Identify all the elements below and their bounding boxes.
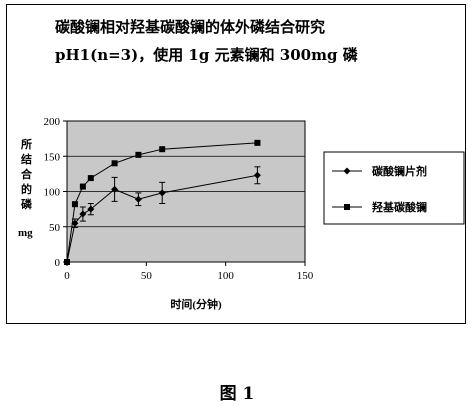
x-tick-label: 50 [141, 270, 153, 282]
y-tick-label: 50 [49, 222, 61, 234]
y-tick-label: 150 [44, 151, 61, 163]
x-tick-label: 0 [64, 270, 70, 282]
figure-frame [6, 4, 466, 324]
y-tick-label: 0 [55, 257, 61, 269]
y-axis-label-char: 结 [20, 152, 32, 166]
data-point-square [254, 139, 261, 146]
data-point-square [159, 146, 166, 153]
chart-title-line-2: pH1(n=3)，使用 1g 元素镧和 300mg 磷 [55, 46, 358, 64]
figure-caption: 图 1 [219, 384, 255, 404]
data-point-diamond [79, 210, 87, 218]
legend-marker-square [344, 204, 350, 210]
data-point-diamond [158, 189, 166, 197]
y-axis-unit: mg [18, 227, 33, 239]
y-axis-label-char: 的 [21, 182, 32, 196]
y-axis-label-char: 所 [21, 137, 32, 151]
data-point-square [111, 160, 118, 167]
legend-label: 羟基碳酸镧 [372, 200, 427, 214]
data-point-square [135, 151, 142, 158]
y-tick-label: 100 [44, 187, 61, 199]
data-point-diamond [111, 185, 119, 193]
x-tick-label: 150 [297, 270, 314, 282]
data-point-square [71, 201, 78, 208]
data-point-diamond [253, 171, 261, 179]
x-tick-label: 100 [217, 270, 234, 282]
data-point-diamond [87, 205, 95, 213]
data-point-diamond [134, 195, 142, 203]
y-axis-label-char: 合 [21, 167, 33, 181]
data-point-square [87, 175, 94, 182]
y-tick-label: 200 [44, 116, 61, 128]
legend-box [323, 151, 465, 225]
data-point-square [64, 259, 70, 265]
y-axis-label-char: 磷 [21, 197, 33, 211]
legend-label: 碳酸镧片剂 [372, 164, 427, 178]
data-point-square [79, 183, 86, 190]
data-point-diamond [71, 219, 79, 227]
x-axis-label: 时间(分钟) [170, 297, 222, 311]
legend-marker-diamond [343, 167, 351, 175]
chart-title-line-1: 碳酸镧相对羟基碳酸镧的体外磷结合研究 [55, 18, 326, 36]
